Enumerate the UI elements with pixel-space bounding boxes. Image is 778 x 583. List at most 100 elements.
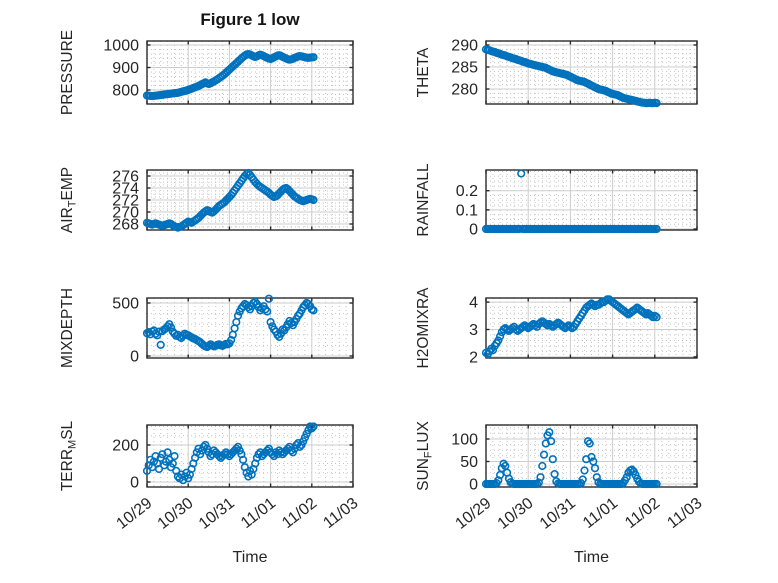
y-tick-label: 280 [451, 82, 478, 99]
x-tick-label: 11/03 [664, 495, 705, 532]
data-point [227, 336, 236, 345]
data-point [496, 332, 505, 341]
data-point [166, 323, 176, 332]
y-tick-label: 0 [469, 222, 478, 239]
data-point [309, 306, 318, 315]
data-point [309, 422, 318, 431]
major-grid [147, 298, 353, 358]
y-axis-label: TERRMSL [59, 420, 79, 491]
data-point [592, 473, 601, 482]
y-tick-label: 290 [451, 38, 478, 55]
data-point [307, 424, 316, 433]
x-tick-label: 11/02 [622, 495, 663, 532]
data-series [481, 45, 661, 108]
y-tick-label: 268 [112, 217, 139, 234]
data-point [578, 475, 587, 484]
minor-grid [486, 41, 697, 104]
data-point [550, 470, 559, 479]
data-point [494, 336, 503, 345]
data-point [585, 439, 594, 448]
subplot-pressure: 800 900 1000 PRESSURE [59, 30, 354, 115]
y-tick-label: 3 [469, 322, 478, 339]
y-tick-label: 800 [112, 83, 139, 100]
y-axis-label: MIXDEPTH [59, 288, 76, 368]
data-point [652, 98, 661, 108]
data-point [545, 428, 554, 437]
data-series [142, 422, 318, 485]
y-tick-label: 276 [112, 169, 139, 186]
data-point [263, 307, 272, 316]
x-tick-label: 10/30 [495, 495, 537, 533]
data-point [163, 448, 172, 457]
x-tick-label: 11/01 [238, 495, 279, 532]
data-point [648, 313, 658, 322]
x-tick-label: 11/03 [320, 495, 361, 532]
data-point [264, 294, 274, 303]
data-point [306, 422, 315, 431]
data-point [309, 53, 318, 62]
y-tick-label: 4 [469, 295, 478, 312]
data-point [546, 321, 556, 330]
data-point [622, 473, 631, 482]
data-point [154, 464, 164, 474]
subplot-theta: 280 285 290 THETA [415, 38, 698, 108]
minor-grid [486, 170, 697, 230]
data-point [539, 450, 549, 459]
data-point [631, 304, 640, 314]
x-tick-label: 11/01 [580, 495, 621, 532]
data-point [233, 311, 243, 320]
axes-box [485, 40, 698, 105]
y-tick-label: 2 [469, 349, 478, 366]
y-tick-label: 0.2 [456, 183, 478, 200]
y-tick-label: 0 [130, 475, 139, 492]
data-point [622, 309, 631, 318]
major-grid [147, 41, 353, 104]
data-point [223, 450, 232, 459]
data-point [536, 318, 545, 327]
y-tick-label: 50 [460, 454, 478, 471]
y-axis-label: RAINFALL [415, 163, 432, 237]
y-axis-label: AIRTEMP [59, 167, 79, 233]
data-series [481, 169, 661, 234]
y-axis-label: THETA [415, 47, 432, 97]
data-series [142, 168, 318, 232]
y-tick-label: 200 [112, 438, 139, 455]
x-tick-label: 10/29 [452, 495, 494, 533]
figure-title: Figure 1 low [200, 10, 300, 29]
subplot-terr-msl: 0 200 TERRMSL 10/29 10/30 10/31 11/01 11/02 11/0… [59, 420, 362, 532]
subplot-rainfall: 0 0.1 0.2 RAINFALL [415, 163, 698, 239]
data-point [548, 455, 557, 464]
x-tick-label: 11/02 [279, 495, 320, 532]
x-axis-label-left: Time [232, 549, 268, 566]
subplot-h2omixra: 2 3 4 H2OMIXRA [415, 287, 698, 369]
data-point [488, 346, 498, 355]
x-axis-label-right: Time [574, 549, 609, 566]
data-point [503, 325, 512, 334]
y-tick-label: 272 [112, 193, 139, 210]
data-point [652, 479, 661, 489]
data-point [647, 311, 656, 320]
data-point [652, 313, 661, 322]
data-point [517, 169, 526, 178]
y-tick-label: 0 [469, 477, 478, 494]
x-tick-label: 10/31 [196, 495, 238, 533]
data-series [142, 294, 318, 352]
major-grid [486, 41, 697, 104]
data-point [541, 319, 550, 329]
data-point [538, 461, 547, 471]
data-point [546, 437, 556, 446]
y-tick-label: 1000 [103, 38, 139, 55]
data-point [536, 473, 545, 482]
x-tick-label: 10/30 [155, 495, 197, 533]
data-point [580, 466, 589, 475]
data-point [158, 450, 167, 459]
data-series [481, 295, 661, 359]
data-series [142, 49, 318, 101]
data-point [156, 340, 165, 350]
data-point [511, 325, 521, 334]
y-axis-label: H2OMIXRA [415, 287, 432, 369]
data-point [627, 465, 637, 474]
data-point [640, 309, 649, 318]
